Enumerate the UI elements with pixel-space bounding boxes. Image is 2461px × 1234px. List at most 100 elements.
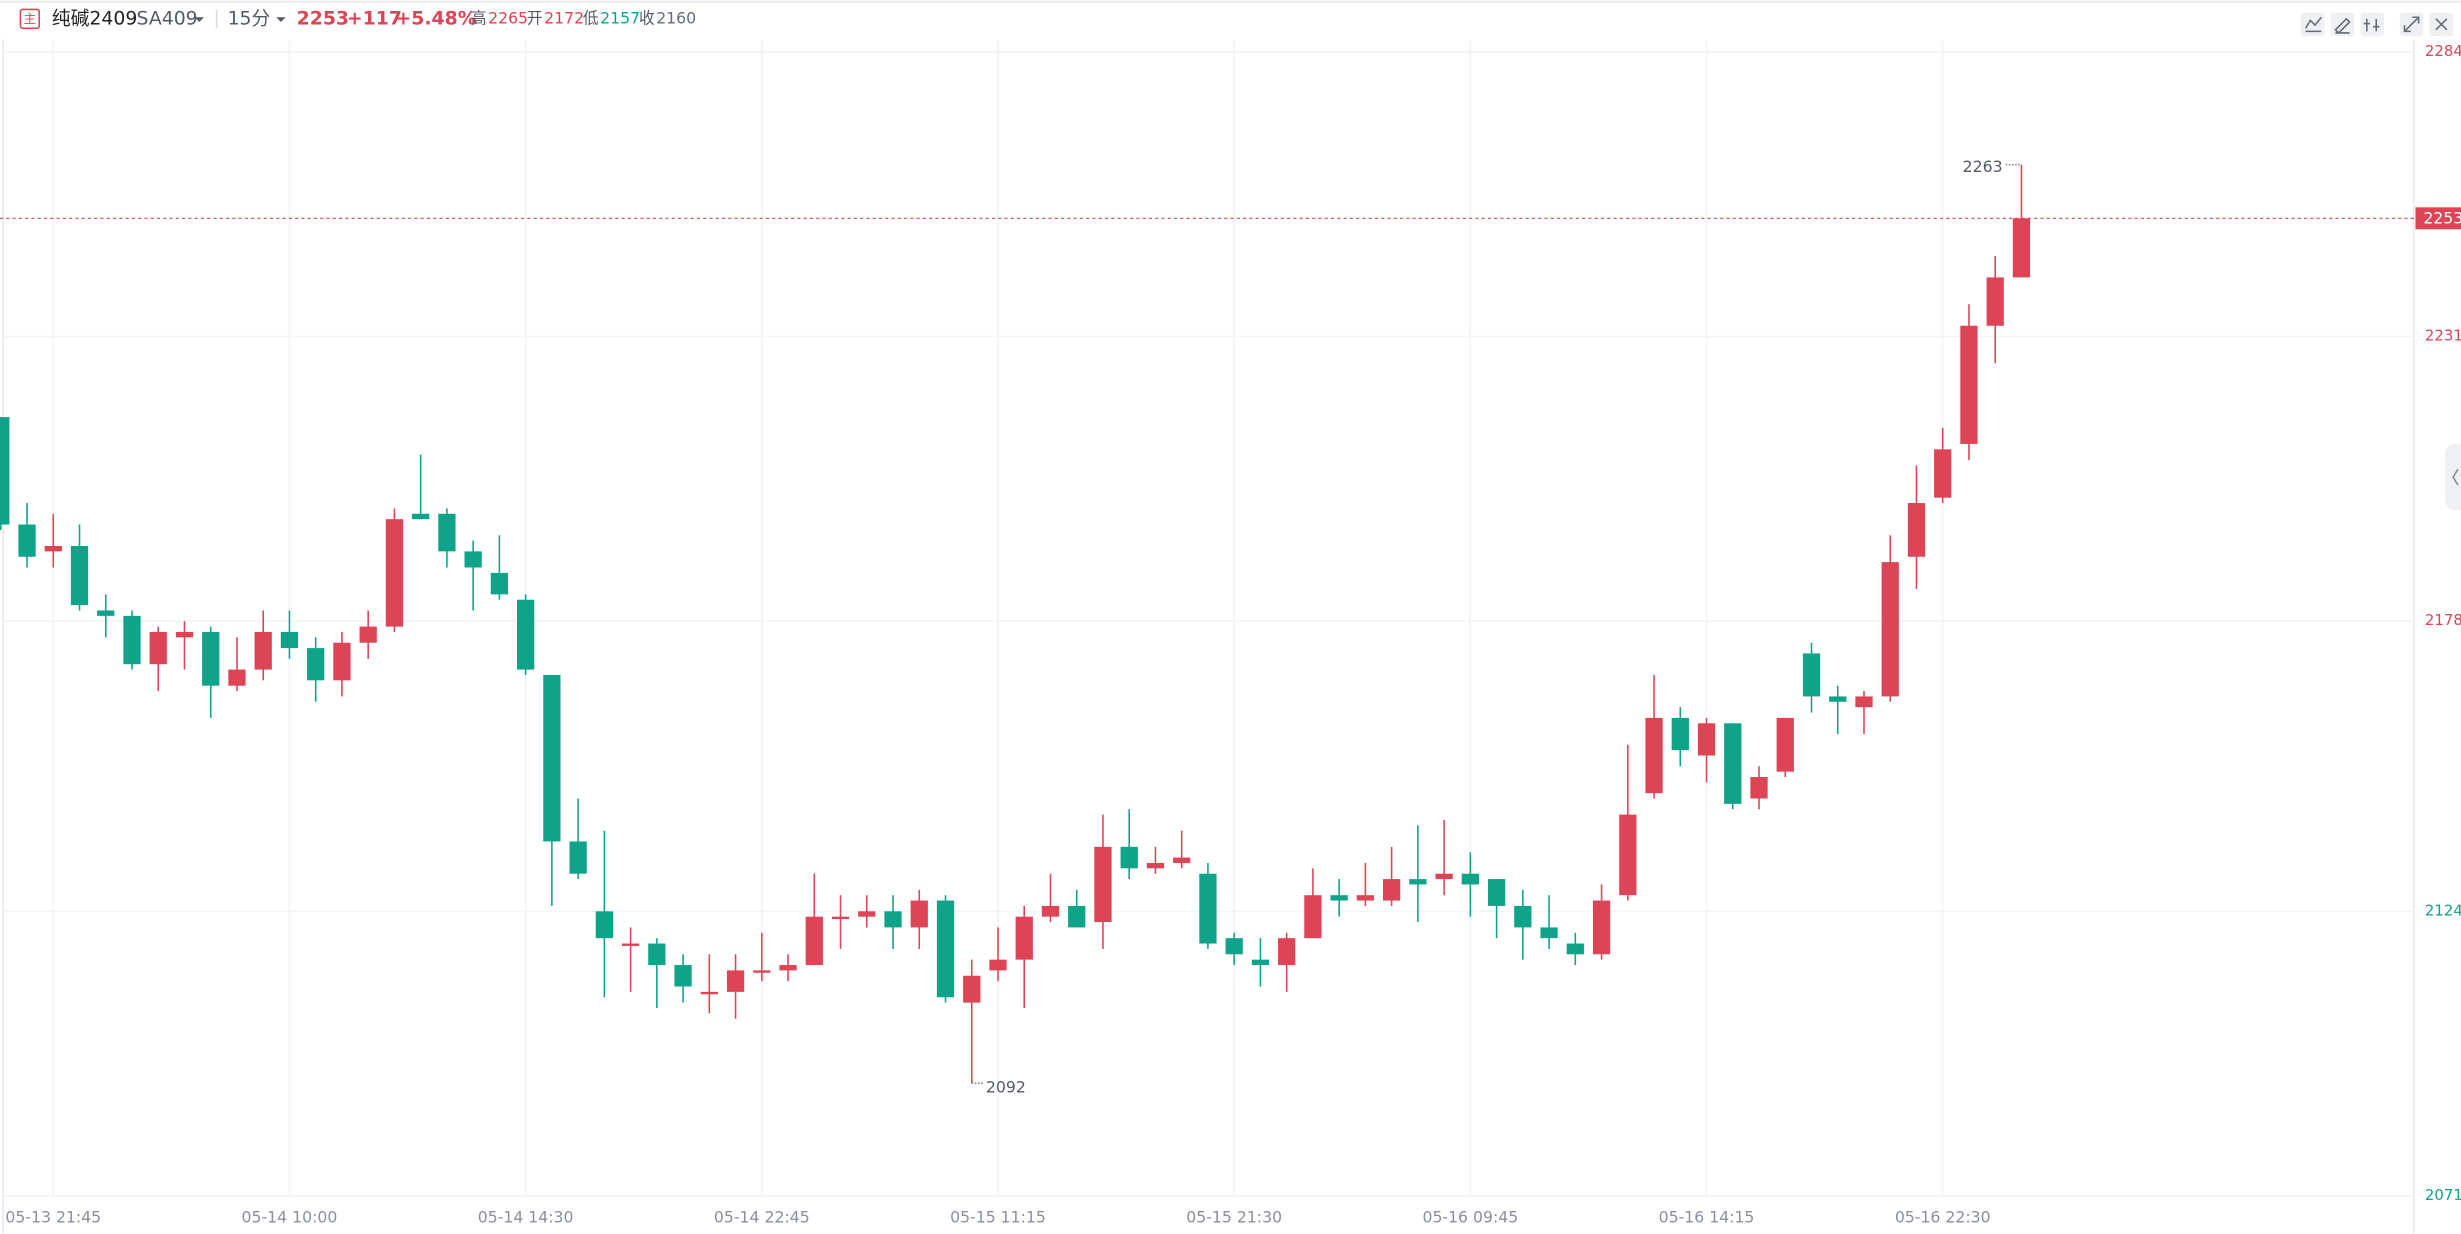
- x-tick-label: 05-15 21:30: [1186, 1207, 1282, 1226]
- candle-body: [674, 965, 692, 987]
- candle-body: [333, 642, 351, 681]
- stat-value: 2172: [544, 8, 584, 27]
- main-icon[interactable]: 主: [24, 11, 37, 26]
- candle-body: [1068, 905, 1086, 928]
- candle-body: [1225, 938, 1243, 955]
- stat-value: 2265: [488, 8, 528, 27]
- stat-label: 低: [583, 8, 599, 27]
- candle-body: [1120, 846, 1138, 869]
- candle-body: [779, 965, 797, 971]
- y-tick-label: 2124: [2425, 901, 2461, 919]
- candle-body: [18, 524, 36, 557]
- x-tick-label: 05-14 14:30: [478, 1207, 574, 1226]
- candle-body: [1776, 717, 1794, 772]
- candle-body: [1356, 895, 1375, 901]
- candle-body: [1645, 717, 1663, 794]
- last-price-tag: [2415, 207, 2461, 230]
- candle-body: [884, 911, 902, 928]
- candle-body: [1986, 277, 2004, 326]
- y-tick-label: 2231: [2425, 327, 2461, 345]
- candle-body: [1173, 857, 1191, 863]
- min-label: 2092: [986, 1077, 1026, 1096]
- candle-body: [1146, 862, 1165, 869]
- candle-body: [254, 631, 272, 670]
- candle-body: [175, 631, 194, 638]
- candle-body: [1094, 846, 1112, 923]
- candle-body: [1330, 895, 1348, 901]
- main-icon-frame[interactable]: [19, 8, 41, 30]
- draw-icon[interactable]: [2334, 17, 2351, 35]
- max-label: 2263: [1963, 157, 2003, 176]
- indicator-button[interactable]: [2300, 12, 2325, 37]
- candle-body: [1907, 503, 1926, 557]
- x-tick-label: 05-16 14:15: [1659, 1207, 1755, 1226]
- candle-body: [910, 900, 928, 928]
- candle-body: [1461, 873, 1479, 885]
- candle-body: [123, 615, 141, 665]
- candle-body: [44, 546, 62, 552]
- price-change: +117: [347, 8, 402, 29]
- candle-body: [1015, 916, 1033, 960]
- toolbar: [2300, 12, 2454, 37]
- candle-body: [753, 970, 771, 973]
- x-tick-label: 05-13 21:45: [5, 1207, 101, 1226]
- candle-body: [1304, 895, 1322, 939]
- candle-body: [412, 513, 430, 520]
- stat-value: 2160: [656, 8, 696, 27]
- candle-body: [516, 599, 535, 670]
- candle-body: [1960, 325, 1978, 444]
- settings-icon[interactable]: [2363, 18, 2380, 32]
- candle-body: [1671, 717, 1689, 751]
- candle-body: [726, 970, 745, 992]
- candle-body: [1199, 873, 1217, 944]
- period[interactable]: 15分: [228, 7, 271, 29]
- candle-body: [1251, 959, 1270, 966]
- candle-body: [1435, 873, 1453, 880]
- candle-body: [2012, 218, 2031, 278]
- contract-dropdown[interactable]: [194, 17, 205, 22]
- last-price: 2253: [297, 8, 349, 29]
- fullscreen-icon[interactable]: [2403, 16, 2420, 33]
- candle-body: [1829, 696, 1847, 702]
- candle-body: [858, 911, 876, 917]
- contract-name[interactable]: 纯碱2409: [52, 7, 138, 29]
- y-tick-label: 2178: [2425, 611, 2461, 629]
- close-icon[interactable]: [2435, 18, 2448, 31]
- candle-body: [97, 610, 115, 616]
- candle-body: [438, 513, 456, 552]
- price-change-pct: +5.48%: [396, 8, 477, 29]
- candle-body: [1802, 653, 1821, 697]
- candle-body: [595, 911, 613, 939]
- y-tick-label: 2071: [2425, 1186, 2461, 1204]
- stat-label: 高: [471, 8, 487, 27]
- indicator-icon[interactable]: [2304, 16, 2322, 33]
- candle-body: [569, 841, 587, 874]
- x-tick-label: 05-16 22:30: [1895, 1207, 1991, 1226]
- candle-body: [490, 572, 509, 595]
- candle-body: [1487, 879, 1506, 906]
- candle-body: [359, 626, 377, 643]
- stat-value: 2157: [600, 8, 640, 27]
- side-panel-arrow[interactable]: [2452, 468, 2459, 486]
- x-tick-label: 05-14 10:00: [242, 1207, 338, 1226]
- candle-body: [1881, 562, 1899, 697]
- candle-body: [989, 959, 1007, 971]
- candle-body: [1566, 943, 1584, 955]
- candle-body: [202, 631, 220, 686]
- candle-body: [936, 900, 955, 998]
- period-dropdown[interactable]: [276, 17, 286, 22]
- candle-body: [307, 648, 325, 681]
- candle-body: [805, 916, 823, 966]
- x-tick-label: 05-14 22:45: [714, 1207, 810, 1226]
- candle-body: [543, 674, 561, 842]
- candle-body: [1041, 905, 1060, 917]
- candle-body: [280, 631, 299, 649]
- stat-label: 收: [639, 8, 655, 27]
- candle-body: [385, 519, 404, 627]
- y-tick-label: 2284: [2425, 42, 2461, 60]
- contract-code[interactable]: SA409: [137, 8, 198, 29]
